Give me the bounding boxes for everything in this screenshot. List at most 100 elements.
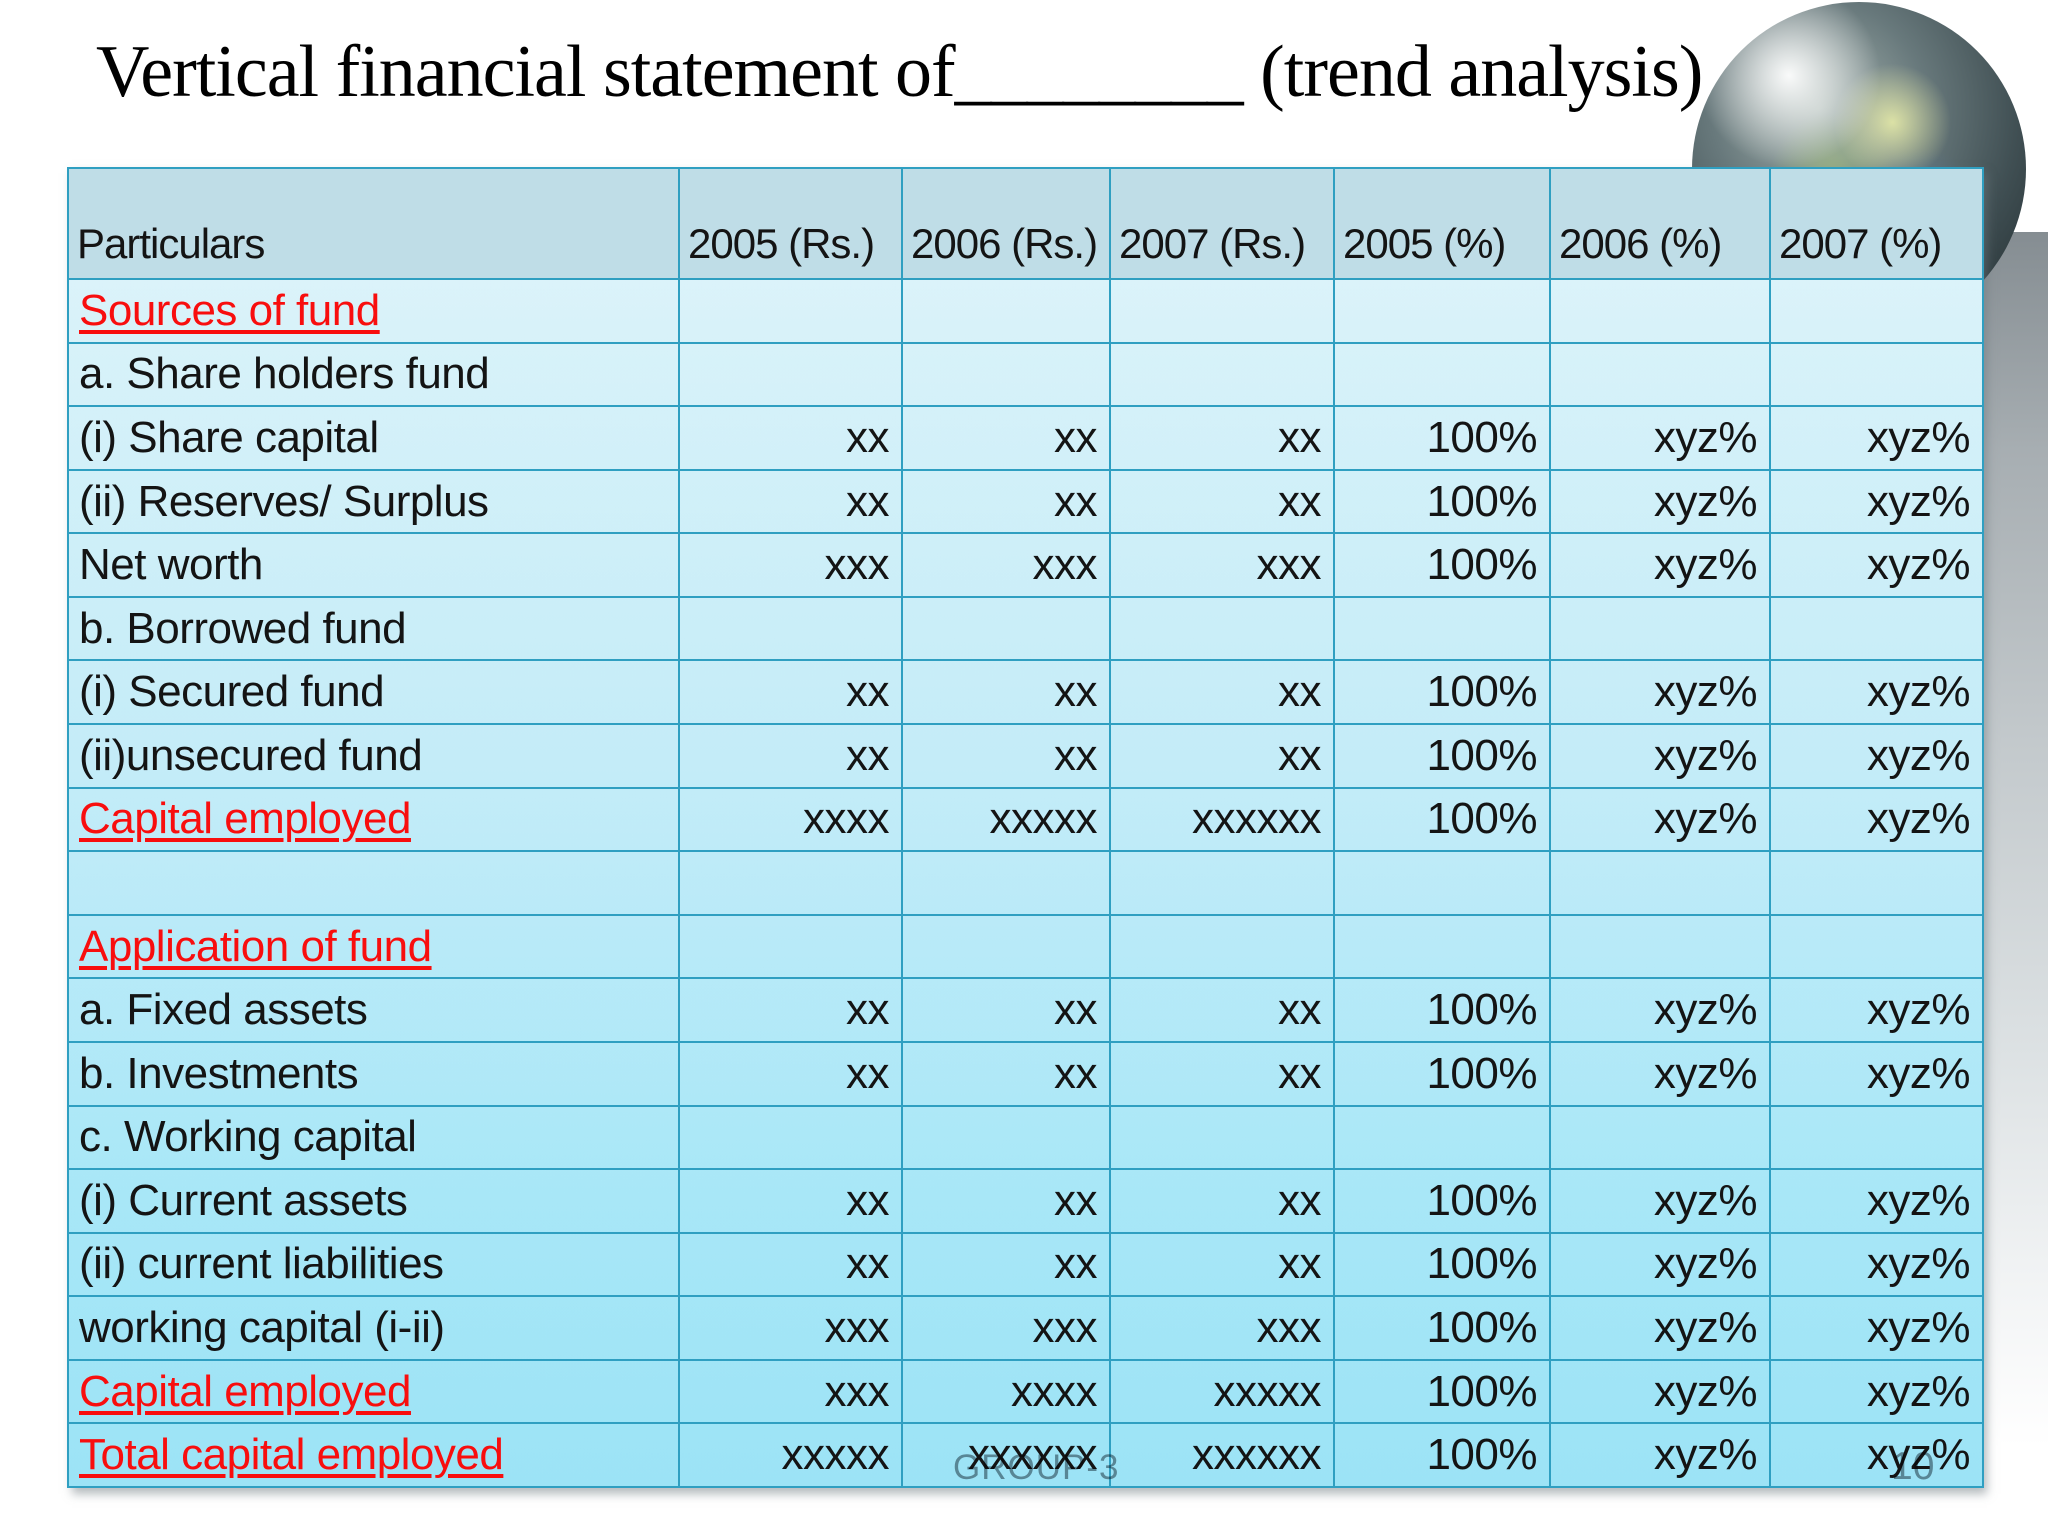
row-label: Capital employed [79, 1366, 411, 1416]
cell-2007-pct: xyz% [1769, 977, 1984, 1043]
cell-2005-pct: 100% [1333, 786, 1551, 853]
cell-2005-pct: 100% [1333, 1168, 1551, 1234]
cell-2007-rs: xxxxxx [1109, 786, 1335, 853]
table-row: (i) Current assets xx xx xx 100% xyz% xy… [67, 1168, 1984, 1234]
table-row [67, 850, 1984, 916]
cell-2005-pct: 100% [1333, 468, 1551, 535]
cell-2007-rs [1109, 850, 1335, 916]
table-row: (i) Share capital xx xx xx 100% xyz% xyz… [67, 405, 1984, 471]
row-label: (i) Secured fund [79, 667, 385, 717]
row-label: Sources of fund [79, 285, 380, 335]
row-label-cell: b. Borrowed fund [67, 595, 680, 662]
cell-2007-rs: xxxxxx [1109, 1422, 1335, 1488]
header-2005-rs: 2005 (Rs.) [678, 167, 903, 280]
header-2005-pct: 2005 (%) [1333, 167, 1551, 280]
cell-2005-rs: xx [678, 977, 903, 1043]
cell-2005-pct: 100% [1333, 977, 1551, 1043]
table-row: a. Share holders fund [67, 341, 1984, 408]
header-2006-rs: 2006 (Rs.) [901, 167, 1111, 280]
cell-2006-pct: xyz% [1549, 532, 1771, 598]
cell-2007-rs: xx [1109, 1231, 1335, 1298]
row-label-cell: Net worth [67, 532, 680, 598]
cell-2006-pct: xyz% [1549, 405, 1771, 471]
table-row: Total capital employed xxxxx xxxxxx xxxx… [67, 1422, 1984, 1488]
cell-2005-rs: xxx [678, 1295, 903, 1361]
slide-title: Vertical financial statement of________ … [96, 31, 1703, 113]
row-label-cell: (i) Secured fund [67, 659, 680, 726]
row-label: working capital (i-ii) [79, 1303, 445, 1353]
cell-2006-pct [1549, 595, 1771, 662]
cell-2006-rs [901, 278, 1111, 344]
cell-2006-rs: xxx [901, 532, 1111, 598]
cell-2007-rs: xx [1109, 1040, 1335, 1107]
table-row: c. Working capital [67, 1104, 1984, 1171]
cell-2007-rs: xx [1109, 723, 1335, 789]
cell-2006-rs [901, 1104, 1111, 1171]
row-label-cell: Sources of fund [67, 278, 680, 344]
cell-2005-pct [1333, 341, 1551, 408]
cell-2005-pct [1333, 913, 1551, 980]
cell-2006-rs: xx [901, 1040, 1111, 1107]
cell-2006-pct: xyz% [1549, 468, 1771, 535]
cell-2005-rs: xx [678, 1231, 903, 1298]
header-row: Particulars 2005 (Rs.) 2006 (Rs.) 2007 (… [67, 167, 1984, 280]
cell-2006-pct [1549, 1104, 1771, 1171]
cell-2007-pct: xyz% [1769, 468, 1984, 535]
row-label: (i) Current assets [79, 1175, 408, 1225]
cell-2005-rs: xxxx [678, 786, 903, 853]
table-row: (ii) Reserves/ Surplus xx xx xx 100% xyz… [67, 468, 1984, 535]
table-row: (i) Secured fund xx xx xx 100% xyz% xyz% [67, 659, 1984, 726]
cell-2005-rs: xxx [678, 1358, 903, 1425]
cell-2005-rs: xx [678, 1040, 903, 1107]
cell-2005-pct: 100% [1333, 1422, 1551, 1488]
cell-2006-rs: xx [901, 468, 1111, 535]
cell-2006-rs [901, 341, 1111, 408]
cell-2007-rs: xxxxx [1109, 1358, 1335, 1425]
cell-2007-rs: xx [1109, 659, 1335, 726]
row-label-cell: c. Working capital [67, 1104, 680, 1171]
cell-2007-rs [1109, 341, 1335, 408]
cell-2006-pct [1549, 278, 1771, 344]
row-label: (ii) current liabilities [79, 1239, 444, 1289]
cell-2007-rs: xx [1109, 1168, 1335, 1234]
row-label: (ii) Reserves/ Surplus [79, 476, 489, 526]
cell-2005-rs: xxxxx [678, 1422, 903, 1488]
cell-2007-pct [1769, 850, 1984, 916]
financial-statement-table-wrap: Particulars 2005 (Rs.) 2006 (Rs.) 2007 (… [67, 167, 1984, 1488]
cell-2006-pct: xyz% [1549, 786, 1771, 853]
cell-2005-rs [678, 278, 903, 344]
cell-2006-rs: xx [901, 723, 1111, 789]
cell-2006-rs: xx [901, 977, 1111, 1043]
cell-2005-pct: 100% [1333, 1358, 1551, 1425]
row-label: (i) Share capital [79, 412, 379, 462]
cell-2005-rs: xx [678, 723, 903, 789]
cell-2006-pct: xyz% [1549, 723, 1771, 789]
cell-2005-rs: xx [678, 1168, 903, 1234]
cell-2007-pct [1769, 278, 1984, 344]
table-row: b. Borrowed fund [67, 595, 1984, 662]
cell-2005-pct [1333, 278, 1551, 344]
cell-2005-pct: 100% [1333, 659, 1551, 726]
table-row: b. Investments xx xx xx 100% xyz% xyz% [67, 1040, 1984, 1107]
cell-2005-rs [678, 913, 903, 980]
cell-2007-pct: xyz% [1769, 1040, 1984, 1107]
cell-2006-rs: xxxxx [901, 786, 1111, 853]
header-2006-pct: 2006 (%) [1549, 167, 1771, 280]
cell-2007-pct: xyz% [1769, 1358, 1984, 1425]
table-row: (ii) current liabilities xx xx xx 100% x… [67, 1231, 1984, 1298]
row-label-cell: (ii) Reserves/ Surplus [67, 468, 680, 535]
cell-2005-pct: 100% [1333, 405, 1551, 471]
globe-drop-shadow [1982, 232, 2048, 1447]
cell-2007-rs: xx [1109, 977, 1335, 1043]
row-label-cell [67, 850, 680, 916]
cell-2007-pct: xyz% [1769, 786, 1984, 853]
row-label: c. Working capital [79, 1112, 417, 1162]
cell-2007-pct [1769, 1104, 1984, 1171]
cell-2005-rs [678, 850, 903, 916]
cell-2006-pct: xyz% [1549, 1358, 1771, 1425]
table-row: (ii)unsecured fund xx xx xx 100% xyz% xy… [67, 723, 1984, 789]
cell-2005-rs: xx [678, 468, 903, 535]
cell-2005-pct: 100% [1333, 532, 1551, 598]
row-label-cell: (ii) current liabilities [67, 1231, 680, 1298]
table-header: Particulars 2005 (Rs.) 2006 (Rs.) 2007 (… [67, 167, 1984, 280]
